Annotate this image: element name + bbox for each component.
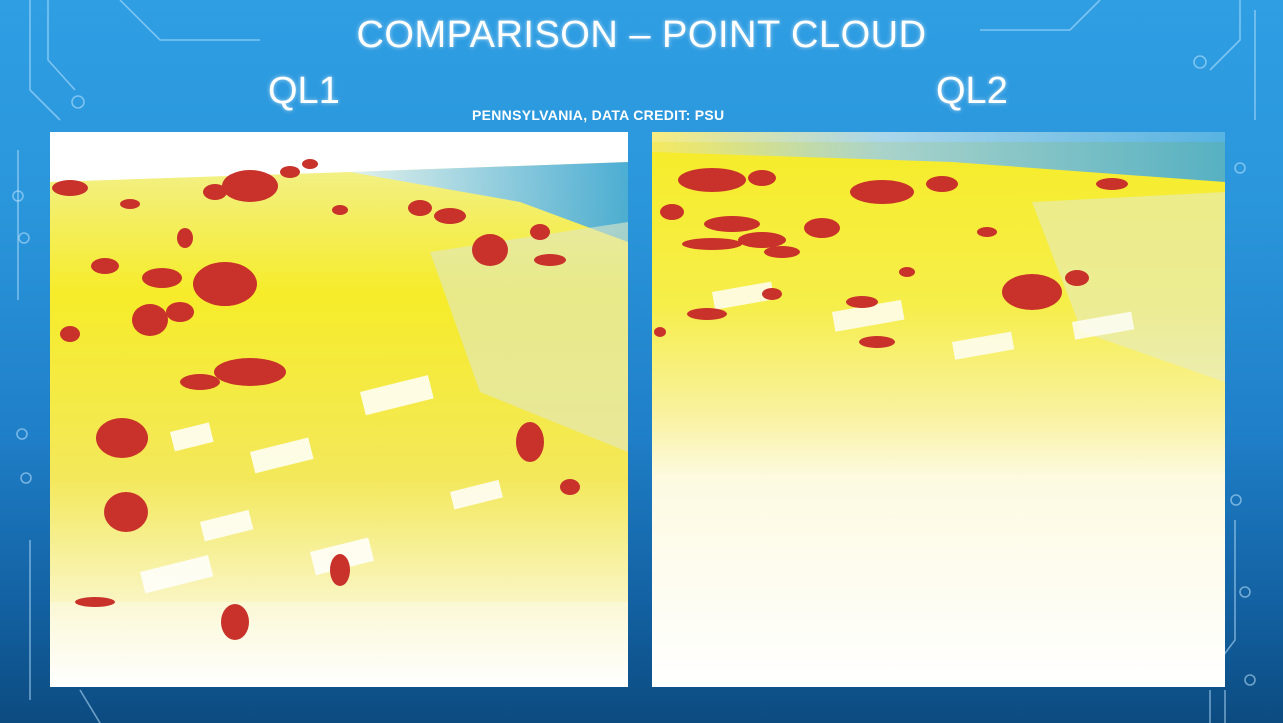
ql1-point-cloud-image <box>50 132 628 687</box>
ql2-point-cloud-image <box>652 132 1225 687</box>
data-credit: PENNSYLVANIA, DATA CREDIT: PSU <box>472 107 725 123</box>
ql2-label: QL2 <box>936 70 1008 112</box>
slide-title: COMPARISON – POINT CLOUD <box>356 14 927 56</box>
ql1-label: QL1 <box>268 70 340 112</box>
